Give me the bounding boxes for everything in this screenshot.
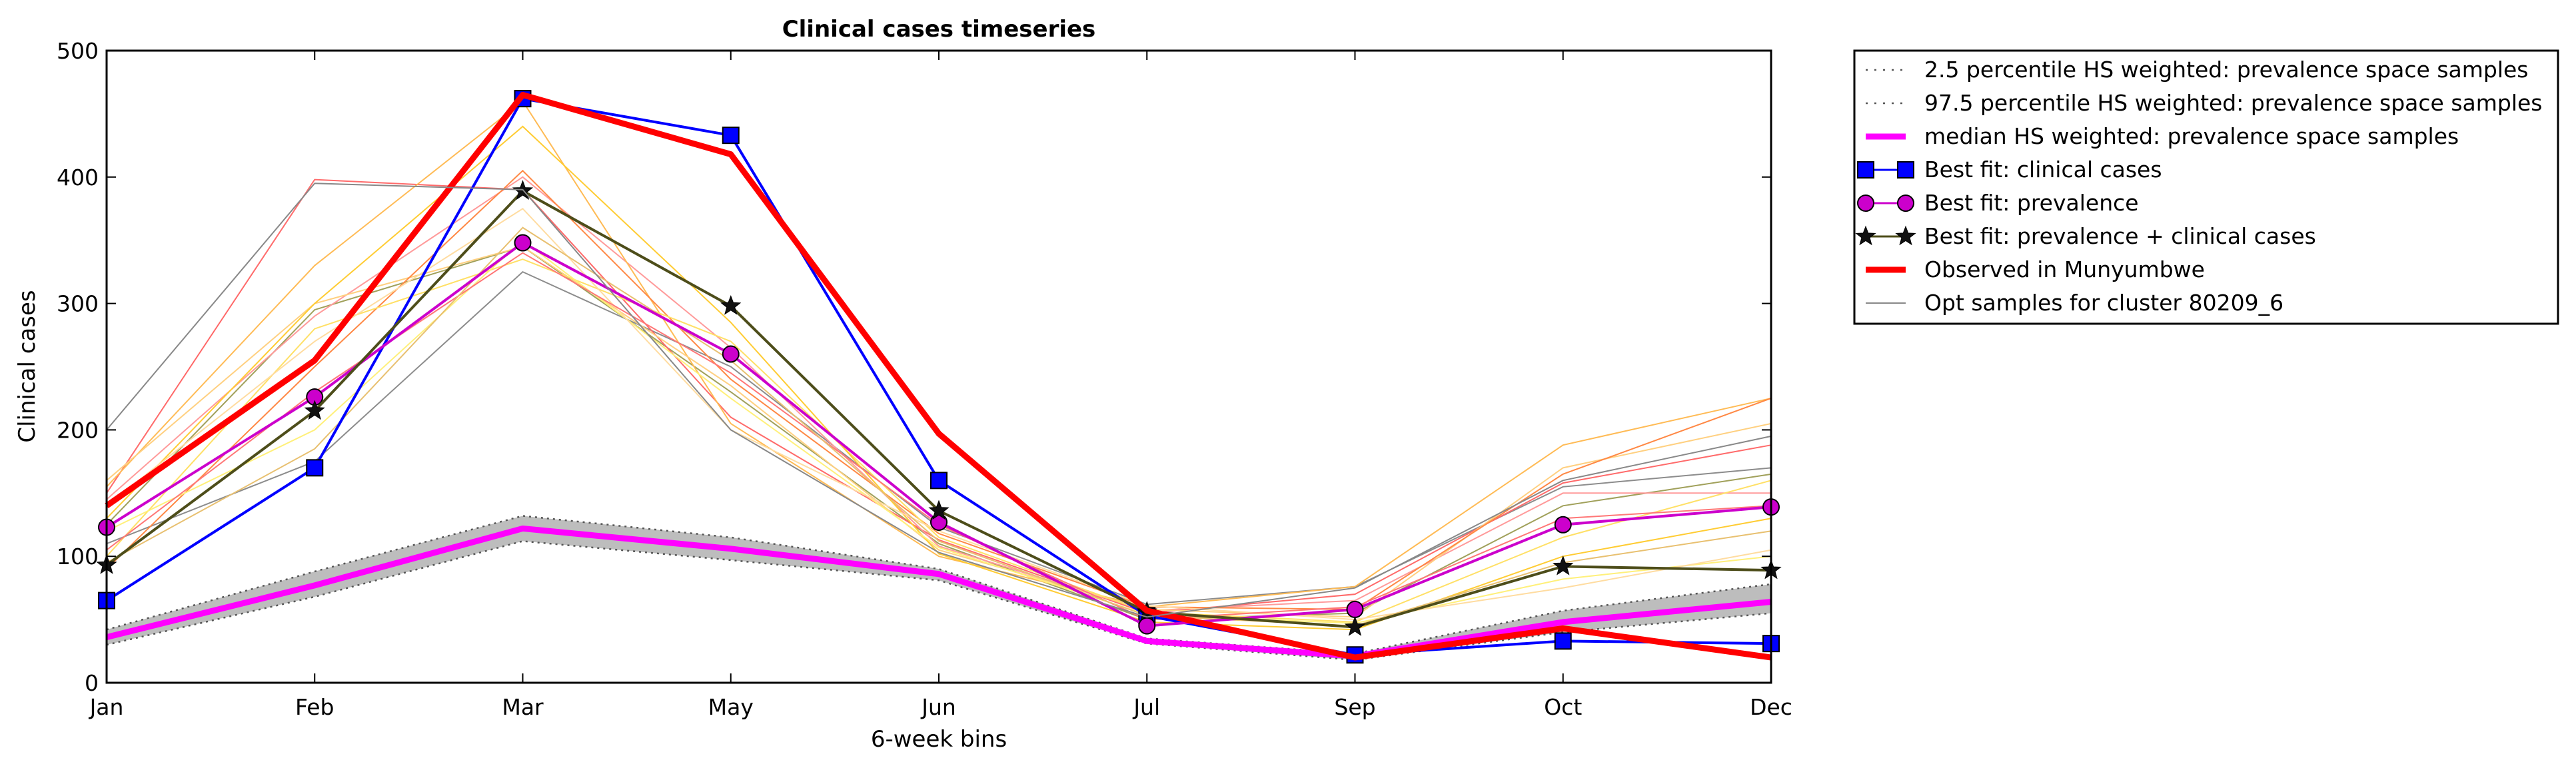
series-5-point <box>930 513 948 531</box>
legend: 2.5 percentile HS weighted: prevalence s… <box>1853 49 2559 325</box>
series-4-point <box>306 459 324 477</box>
y-tick-label: 100 <box>57 544 99 570</box>
legend-label: Best fit: prevalence + clinical cases <box>1924 223 2316 249</box>
series-4-point <box>930 472 948 490</box>
y-tick-label: 400 <box>57 165 99 191</box>
legend-marker <box>1855 225 1876 246</box>
plot-area <box>96 90 1782 664</box>
y-tick-label: 200 <box>57 417 99 443</box>
opt-sample-line-3 <box>106 179 1772 614</box>
y-axis-label: Clinical cases <box>14 290 41 442</box>
series-5-point <box>514 234 532 252</box>
legend-marker <box>1897 194 1914 212</box>
legend-label: 2.5 percentile HS weighted: prevalence s… <box>1924 57 2529 83</box>
series-5-point <box>1138 617 1156 635</box>
x-tick-label: Jun <box>920 694 956 720</box>
legend-marker <box>1897 161 1914 179</box>
opt-sample-line-8 <box>106 258 1772 623</box>
legend-marker <box>1857 194 1874 212</box>
y-tick-label: 500 <box>57 38 99 64</box>
series-6-point <box>928 500 950 520</box>
x-tick-label: Mar <box>502 694 544 720</box>
x-tick-label: Jul <box>1132 694 1160 720</box>
y-axis: 0 100 200 300 400 500 <box>57 38 1771 696</box>
series-line-3 <box>105 525 1772 659</box>
legend-label: Best fit: clinical cases <box>1924 157 2162 183</box>
chart-title: Clinical cases timeseries <box>782 16 1096 43</box>
series-6-point <box>1344 616 1366 636</box>
legend-label: Observed in Munyumbwe <box>1924 256 2205 282</box>
opt-sample-line-11 <box>106 207 1772 621</box>
series-4-point <box>1554 632 1572 650</box>
series-6-point <box>304 400 325 420</box>
series-line-7 <box>105 91 1772 661</box>
x-tick-label: Jan <box>89 694 124 720</box>
legend-box <box>1853 49 2559 325</box>
series-4-point <box>722 127 740 145</box>
series-line-8 <box>106 183 1772 618</box>
legend-label: Opt samples for cluster 80209_6 <box>1924 290 2283 316</box>
y-tick-label: 0 <box>85 670 99 696</box>
series-5-point <box>1554 516 1572 534</box>
series-6-point <box>1553 555 1574 576</box>
opt-sample-line-13 <box>106 226 1772 627</box>
legend-label: median HS weighted: prevalence space sam… <box>1924 123 2459 149</box>
series-5-point <box>1346 600 1364 618</box>
opt-sample-line-5 <box>106 100 1772 608</box>
y-tick-label: 300 <box>57 291 99 317</box>
x-tick-label: Oct <box>1544 694 1582 720</box>
x-tick-label: May <box>708 694 754 720</box>
series-line-1 <box>106 540 1772 661</box>
x-axis-label: 6-week bins <box>871 726 1007 753</box>
legend-label: 97.5 percentile HS weighted: prevalence … <box>1924 90 2543 116</box>
series-5-point <box>722 345 740 363</box>
legend-marker <box>1895 225 1916 246</box>
legend-marker <box>1857 161 1874 179</box>
legend-label: Best fit: prevalence <box>1924 190 2139 216</box>
opt-sample-line-6 <box>106 246 1772 618</box>
opt-sample-line-2 <box>106 246 1772 621</box>
x-tick-label: Feb <box>295 694 334 720</box>
x-axis: Jan Feb Mar May Jun Jul Sep Oct Dec <box>89 51 1792 720</box>
opt-sample-line-9 <box>106 125 1772 631</box>
opt-sample-line-10 <box>106 239 1772 624</box>
x-tick-label: Dec <box>1750 694 1792 720</box>
x-tick-label: Sep <box>1334 694 1375 720</box>
opt-sample-line-7 <box>106 169 1772 610</box>
series-6-point <box>720 294 742 315</box>
